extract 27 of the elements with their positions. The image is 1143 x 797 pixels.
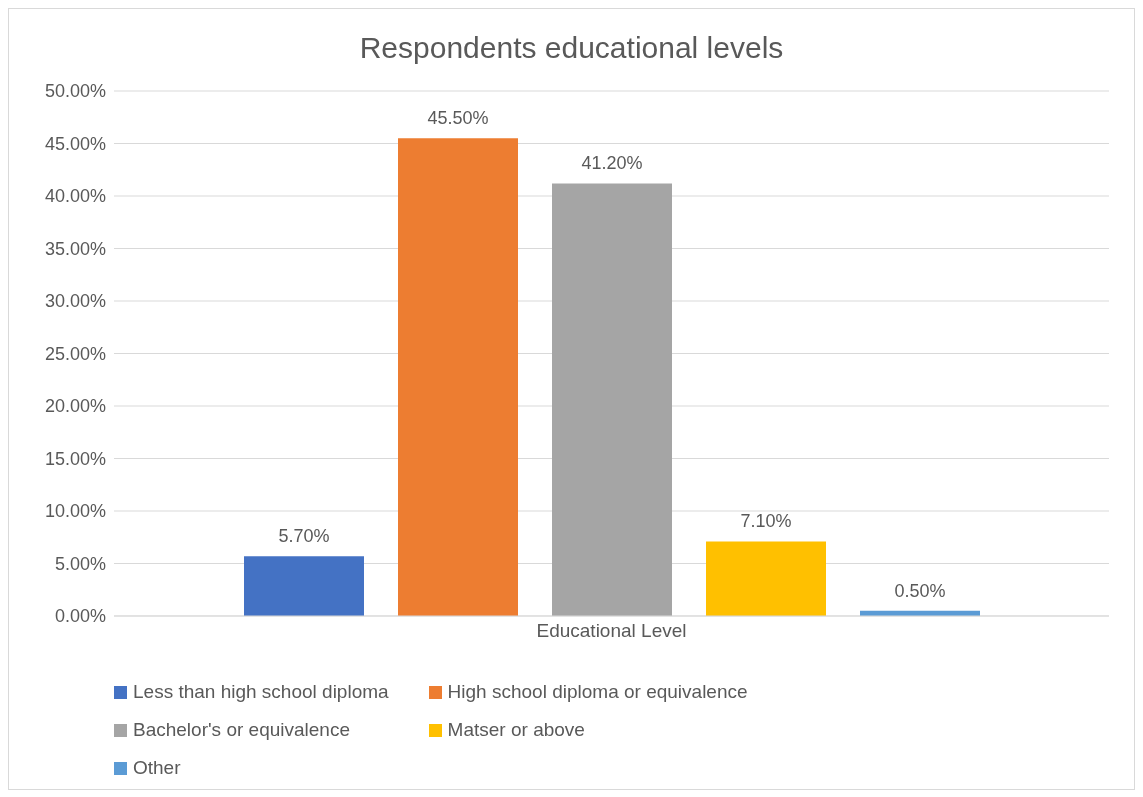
bar <box>398 138 518 616</box>
bar <box>552 183 672 616</box>
legend-label: Bachelor's or equivalence <box>133 719 350 741</box>
y-tick-label: 45.00% <box>44 133 106 154</box>
y-tick-label: 10.00% <box>44 501 106 522</box>
y-tick-label: 5.00% <box>54 553 106 574</box>
legend-label: Other <box>133 757 181 779</box>
data-label: 7.10% <box>740 511 792 532</box>
data-label: 5.70% <box>278 526 330 547</box>
data-label: 41.20% <box>581 153 643 174</box>
y-tick-label: 40.00% <box>44 186 106 207</box>
y-tick-label: 25.00% <box>44 343 106 364</box>
y-tick-label: 35.00% <box>44 238 106 259</box>
legend-label: Less than high school diploma <box>133 681 389 703</box>
y-tick-label: 30.00% <box>44 291 106 312</box>
data-label: 45.50% <box>427 108 489 129</box>
bar <box>244 556 364 616</box>
data-label: 0.50% <box>894 580 946 601</box>
y-tick-label: 15.00% <box>44 448 106 469</box>
y-tick-label: 50.00% <box>44 81 106 102</box>
y-tick-label: 20.00% <box>44 396 106 417</box>
x-tick-label: Educational Level <box>536 620 687 642</box>
chart-title: Respondents educational levels <box>358 30 785 66</box>
legend-label: Matser or above <box>447 719 585 741</box>
y-tick-label: 0.00% <box>54 606 106 627</box>
bar <box>706 541 826 616</box>
legend-label: High school diploma or equivalence <box>447 681 748 703</box>
